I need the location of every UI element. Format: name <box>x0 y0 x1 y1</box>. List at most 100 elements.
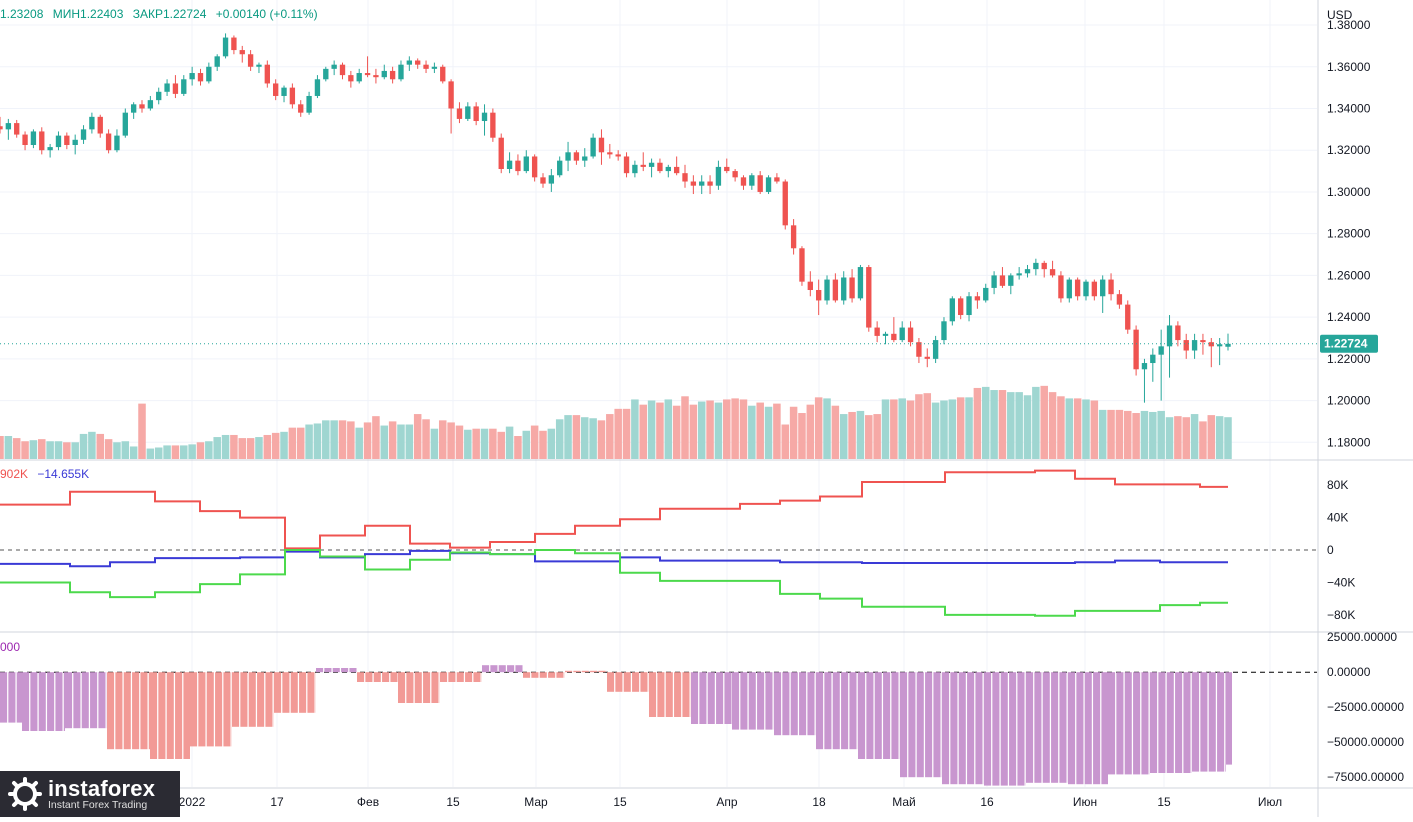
hist-bar-27 <box>1116 672 1123 774</box>
hist-bar-7 <box>291 672 298 713</box>
candle-body-2 <box>14 123 19 134</box>
candle-body-90 <box>749 175 754 185</box>
candle-body-137 <box>1142 363 1147 369</box>
hist-bar-5 <box>223 672 230 746</box>
candle-body-103 <box>858 267 863 298</box>
candle-body-19 <box>156 92 161 100</box>
hist-bar-5 <box>207 672 214 746</box>
candle-body-65 <box>540 177 545 183</box>
cot-tick-2: 0 <box>1327 543 1334 557</box>
volume-bar-5 <box>38 439 46 459</box>
volume-bar-41 <box>339 420 347 459</box>
candle-body-39 <box>323 69 328 79</box>
hist-bar-12 <box>482 665 489 672</box>
volume-bar-105 <box>873 414 881 459</box>
x-label-6: Апр <box>716 795 738 809</box>
candle-body-112 <box>933 340 938 359</box>
hist-bar-15 <box>632 672 639 692</box>
volume-bar-2 <box>13 438 21 459</box>
volume-bar-67 <box>556 419 564 459</box>
volume-bar-133 <box>1107 410 1115 459</box>
volume-bar-138 <box>1149 412 1157 459</box>
histogram-legend: 000 <box>0 640 20 654</box>
volume-bar-37 <box>305 425 313 459</box>
candle-body-30 <box>248 54 253 67</box>
hist-bar-29 <box>1192 672 1199 771</box>
hist-bar-3 <box>132 672 139 749</box>
candle-body-98 <box>816 290 821 300</box>
hist-bar-5 <box>198 672 205 746</box>
instaforex-logo[interactable]: instaforex Instant Forex Trading <box>0 771 180 817</box>
candle-body-129 <box>1075 280 1080 297</box>
hist-bar-14 <box>565 671 572 672</box>
volume-bar-88 <box>731 398 739 459</box>
hist-bar-24 <box>1001 672 1008 785</box>
candle-body-70 <box>582 156 587 160</box>
candle-body-114 <box>950 298 955 321</box>
candle-body-12 <box>98 117 103 134</box>
candle-body-95 <box>791 225 796 248</box>
candle-body-20 <box>164 83 169 91</box>
hist-bar-16 <box>657 672 664 717</box>
volume-bar-10 <box>80 434 88 459</box>
volume-bar-95 <box>790 407 798 459</box>
candle-body-126 <box>1050 269 1055 275</box>
hist-bar-7 <box>307 672 314 713</box>
hist-bar-28 <box>1150 672 1157 773</box>
hist-bar-27 <box>1125 672 1132 774</box>
candle-body-81 <box>674 167 679 173</box>
candle-body-106 <box>883 334 888 336</box>
hist-bar-14 <box>590 671 597 672</box>
candle-body-125 <box>1042 263 1047 269</box>
candle-body-54 <box>448 81 453 108</box>
hist-bar-24 <box>984 672 991 785</box>
hist-tick-1: 0.00000 <box>1327 665 1371 679</box>
hist-bar-28 <box>1167 672 1174 773</box>
candle-body-76 <box>632 165 637 173</box>
candle-body-71 <box>590 138 595 157</box>
volume-bar-74 <box>614 409 622 459</box>
candle-body-140 <box>1167 325 1172 346</box>
volume-bar-130 <box>1082 399 1090 459</box>
volume-bar-19 <box>155 448 163 459</box>
hist-tick-2: −25000.00000 <box>1327 700 1404 714</box>
candle-body-130 <box>1083 282 1088 297</box>
candle-body-97 <box>808 282 813 290</box>
hist-bar-19 <box>791 672 798 735</box>
candle-body-120 <box>1000 275 1005 285</box>
volume-bar-54 <box>447 422 455 459</box>
hist-bar-15 <box>607 672 614 692</box>
x-label-8: Май <box>892 795 916 809</box>
candle-body-67 <box>557 161 562 176</box>
x-label-10: Июн <box>1073 795 1097 809</box>
candle-body-88 <box>732 171 737 177</box>
volume-bar-69 <box>573 415 581 459</box>
hist-bar-6 <box>240 672 247 727</box>
hist-bar-20 <box>849 672 856 749</box>
volume-bar-50 <box>414 414 422 459</box>
candle-body-17 <box>139 104 144 108</box>
candle-body-0 <box>0 126 3 129</box>
volume-bar-45 <box>372 416 380 459</box>
x-label-0: 2022 <box>179 795 206 809</box>
hist-bar-16 <box>674 672 681 717</box>
hist-bar-27 <box>1141 672 1148 774</box>
hist-bar-12 <box>515 665 522 672</box>
candle-body-143 <box>1192 340 1197 350</box>
hist-bar-22 <box>917 672 924 777</box>
hist-bar-25 <box>1059 672 1066 783</box>
volume-bar-141 <box>1174 416 1182 459</box>
volume-bar-143 <box>1191 414 1199 459</box>
hist-bar-7 <box>282 672 289 713</box>
volume-bar-135 <box>1124 411 1132 459</box>
hist-bar-26 <box>1101 672 1108 784</box>
candle-body-47 <box>390 71 395 79</box>
candle-body-107 <box>891 334 896 340</box>
candle-body-111 <box>925 357 930 359</box>
candle-body-8 <box>64 136 69 145</box>
candle-body-146 <box>1217 344 1222 346</box>
candle-body-14 <box>114 136 119 151</box>
candle-body-15 <box>123 113 128 136</box>
